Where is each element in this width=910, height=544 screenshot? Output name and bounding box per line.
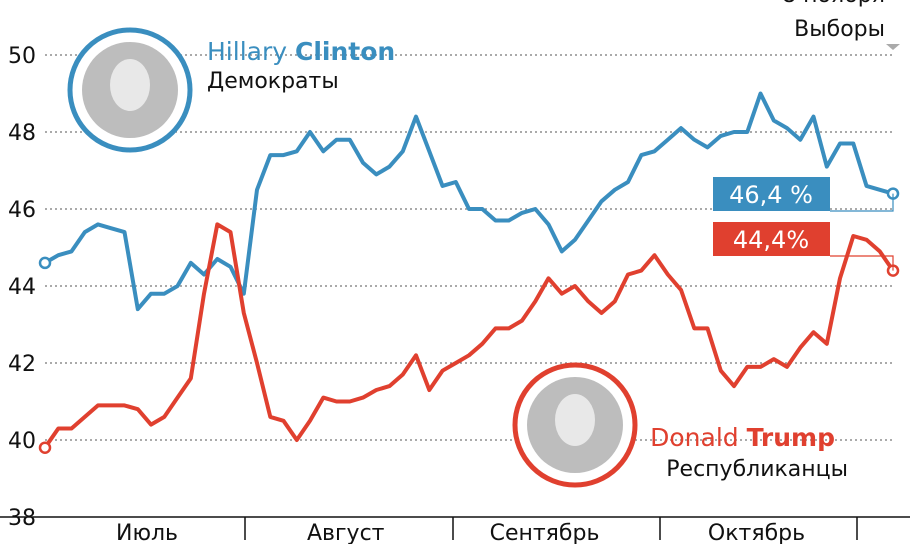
y-tick-label: 50 <box>8 44 36 69</box>
legend-party: Демократы <box>207 69 339 94</box>
value-label-box <box>713 222 830 256</box>
label-leader <box>830 255 894 271</box>
value-label: 46,4 % <box>729 181 813 209</box>
portrait-face <box>555 394 595 446</box>
month-separators <box>244 517 858 540</box>
y-tick-label: 48 <box>8 121 36 146</box>
end-marker <box>38 441 52 454</box>
legend-name: Hillary Clinton <box>207 37 395 66</box>
x-tick-label: Август <box>307 521 385 544</box>
series-line <box>43 222 895 449</box>
value-label: 44,4% <box>733 226 809 254</box>
label-leader <box>830 193 894 212</box>
y-tick-label: 46 <box>8 198 36 223</box>
x-tick-label: Сентябрь <box>490 521 600 544</box>
legend-name: Donald Trump <box>650 423 835 452</box>
portrait-face <box>110 59 150 111</box>
y-tick-label: 42 <box>8 352 36 377</box>
y-tick-label: 38 <box>8 506 36 531</box>
value-label-box <box>713 177 830 211</box>
y-tick-label: 40 <box>8 429 36 454</box>
x-tick-label: Октябрь <box>708 521 805 544</box>
end-marker <box>38 256 52 270</box>
y-tick-label: 44 <box>8 275 36 300</box>
election-date: 8 ноября <box>782 0 885 8</box>
series-line <box>43 91 894 312</box>
election-label: Выборы <box>794 17 885 42</box>
election-marker <box>886 44 900 50</box>
x-tick-label: Июль <box>116 521 178 544</box>
legend-party: Республиканцы <box>666 457 848 482</box>
